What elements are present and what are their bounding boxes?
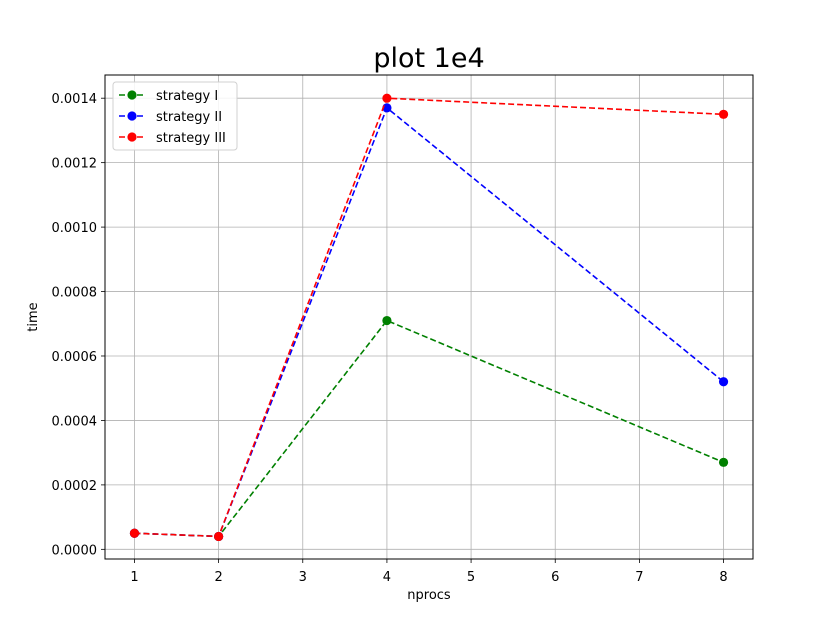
x-axis-label: nprocs xyxy=(407,588,451,603)
y-tick-label: 0.0000 xyxy=(52,543,98,558)
series-strategy-iii xyxy=(129,93,729,542)
series-line xyxy=(134,97,724,538)
legend-marker xyxy=(127,111,137,121)
series-strategy-ii xyxy=(129,103,729,542)
legend-box xyxy=(112,81,238,151)
legend-label: strategy III xyxy=(156,131,226,146)
data-point xyxy=(718,377,729,387)
y-tick-label: 0.0010 xyxy=(52,221,98,236)
x-tick-label: 3 xyxy=(299,570,307,585)
legend-label: strategy I xyxy=(156,89,218,104)
series-line xyxy=(134,106,725,538)
plot-frame xyxy=(104,74,754,560)
legend-marker xyxy=(127,132,137,142)
y-axis-label: time xyxy=(26,302,41,331)
y-tick-label: 0.0002 xyxy=(52,479,98,494)
series-line xyxy=(134,319,724,538)
series-strategy-i xyxy=(129,315,729,542)
y-tick-label: 0.0008 xyxy=(52,286,98,301)
y-axis: 0.0000 0.0002 0.0004 0.0006 0.0008 0.0010 0.00… xyxy=(52,92,105,558)
x-tick-label: 2 xyxy=(214,570,222,585)
grid xyxy=(105,75,753,559)
x-tick-label: 5 xyxy=(467,570,475,585)
data-point xyxy=(129,528,140,538)
series-layer xyxy=(129,93,729,542)
x-tick-label: 8 xyxy=(719,570,727,585)
legend: strategy I strategy II strategy III xyxy=(112,81,238,151)
data-point xyxy=(382,315,392,326)
data-point xyxy=(718,457,729,467)
legend-label: strategy II xyxy=(156,110,222,125)
data-point xyxy=(214,531,224,542)
y-tick-label: 0.0012 xyxy=(52,157,98,172)
y-tick-label: 0.0004 xyxy=(52,414,98,429)
data-point xyxy=(718,109,729,119)
x-tick-label: 1 xyxy=(130,570,138,585)
data-point xyxy=(382,93,392,103)
chart-title: plot 1e4 xyxy=(373,43,484,74)
x-tick-label: 6 xyxy=(551,570,559,585)
y-tick-label: 0.0014 xyxy=(52,92,98,107)
legend-marker xyxy=(127,90,137,100)
x-tick-label: 4 xyxy=(383,570,391,585)
x-tick-label: 7 xyxy=(635,570,643,585)
y-tick-label: 0.0006 xyxy=(52,350,98,365)
x-axis: 1 2 3 4 5 6 7 8 xyxy=(130,559,728,585)
